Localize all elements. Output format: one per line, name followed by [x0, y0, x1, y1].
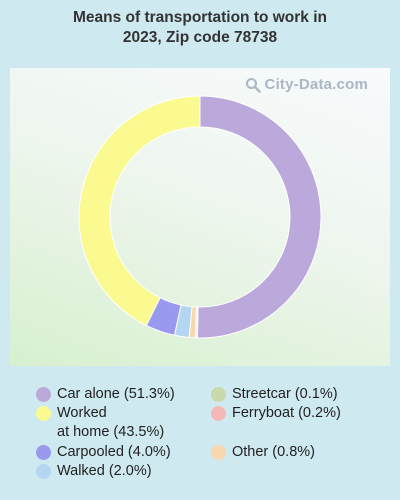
- legend-label-walked: Walked (2.0%): [57, 463, 152, 479]
- legend-label-worked-at-home: Worked at home (43.5%): [57, 405, 165, 440]
- chart-title: Means of transportation to work in 2023,…: [0, 8, 400, 48]
- legend-swatch-worked-at-home: [36, 406, 51, 421]
- watermark: City-Data.com: [245, 76, 368, 93]
- chart-title-line-1: Means of transportation to work in: [72, 9, 328, 26]
- donut-slice-car-alone: [196, 95, 322, 339]
- chart-legend: Car alone (51.3%) Worked at home (43.5%)…: [0, 385, 400, 495]
- legend-label-carpooled: Carpooled (4.0%): [57, 444, 171, 460]
- legend-swatch-ferryboat: [211, 406, 226, 421]
- donut-slice-worked-at-home: [78, 95, 201, 327]
- legend-swatch-walked: [36, 464, 51, 479]
- legend-swatch-carpooled: [36, 445, 51, 460]
- legend-label-ferryboat: Ferryboat (0.2%): [232, 405, 341, 421]
- search-magnifier-icon: [245, 77, 261, 93]
- legend-item-worked-at-home: Worked at home (43.5%): [36, 404, 164, 442]
- legend-item-carpooled: Carpooled (4.0%): [36, 443, 171, 462]
- legend-item-walked: Walked (2.0%): [36, 462, 152, 481]
- legend-item-car-alone: Car alone (51.3%): [36, 385, 175, 404]
- legend-swatch-other: [211, 445, 226, 460]
- donut-chart: [78, 95, 322, 339]
- chart-title-line-2: 2023, Zip code 78738: [122, 29, 278, 46]
- chart-plot-area: City-Data.com: [10, 68, 390, 366]
- legend-label-car-alone: Car alone (51.3%): [57, 386, 175, 402]
- legend-item-streetcar: Streetcar (0.1%): [211, 385, 338, 404]
- legend-label-streetcar: Streetcar (0.1%): [232, 386, 338, 402]
- watermark-text: City-Data.com: [264, 76, 368, 93]
- legend-label-other: Other (0.8%): [232, 444, 315, 460]
- legend-swatch-streetcar: [211, 387, 226, 402]
- legend-item-ferryboat: Ferryboat (0.2%): [211, 404, 341, 423]
- legend-item-other: Other (0.8%): [211, 443, 315, 462]
- legend-swatch-car-alone: [36, 387, 51, 402]
